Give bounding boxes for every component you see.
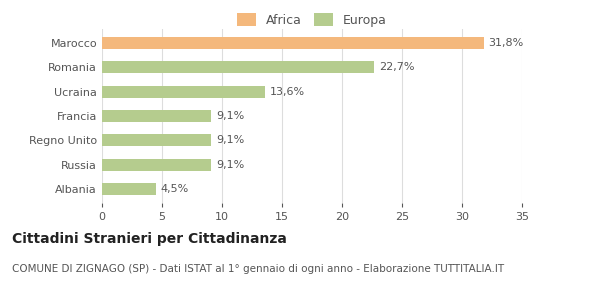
Bar xyxy=(102,134,211,146)
Text: 13,6%: 13,6% xyxy=(270,87,305,97)
Bar xyxy=(102,183,156,195)
Text: 4,5%: 4,5% xyxy=(161,184,189,194)
Text: 22,7%: 22,7% xyxy=(379,62,415,72)
Bar xyxy=(102,110,211,122)
Bar xyxy=(102,61,374,73)
Bar xyxy=(102,159,211,171)
Text: 9,1%: 9,1% xyxy=(216,160,244,170)
Text: 9,1%: 9,1% xyxy=(216,111,244,121)
Text: Cittadini Stranieri per Cittadinanza: Cittadini Stranieri per Cittadinanza xyxy=(12,232,287,246)
Bar xyxy=(102,86,265,98)
Bar xyxy=(102,37,484,49)
Text: 31,8%: 31,8% xyxy=(488,38,524,48)
Legend: Africa, Europa: Africa, Europa xyxy=(233,9,391,30)
Text: COMUNE DI ZIGNAGO (SP) - Dati ISTAT al 1° gennaio di ogni anno - Elaborazione TU: COMUNE DI ZIGNAGO (SP) - Dati ISTAT al 1… xyxy=(12,264,504,274)
Text: 9,1%: 9,1% xyxy=(216,135,244,145)
